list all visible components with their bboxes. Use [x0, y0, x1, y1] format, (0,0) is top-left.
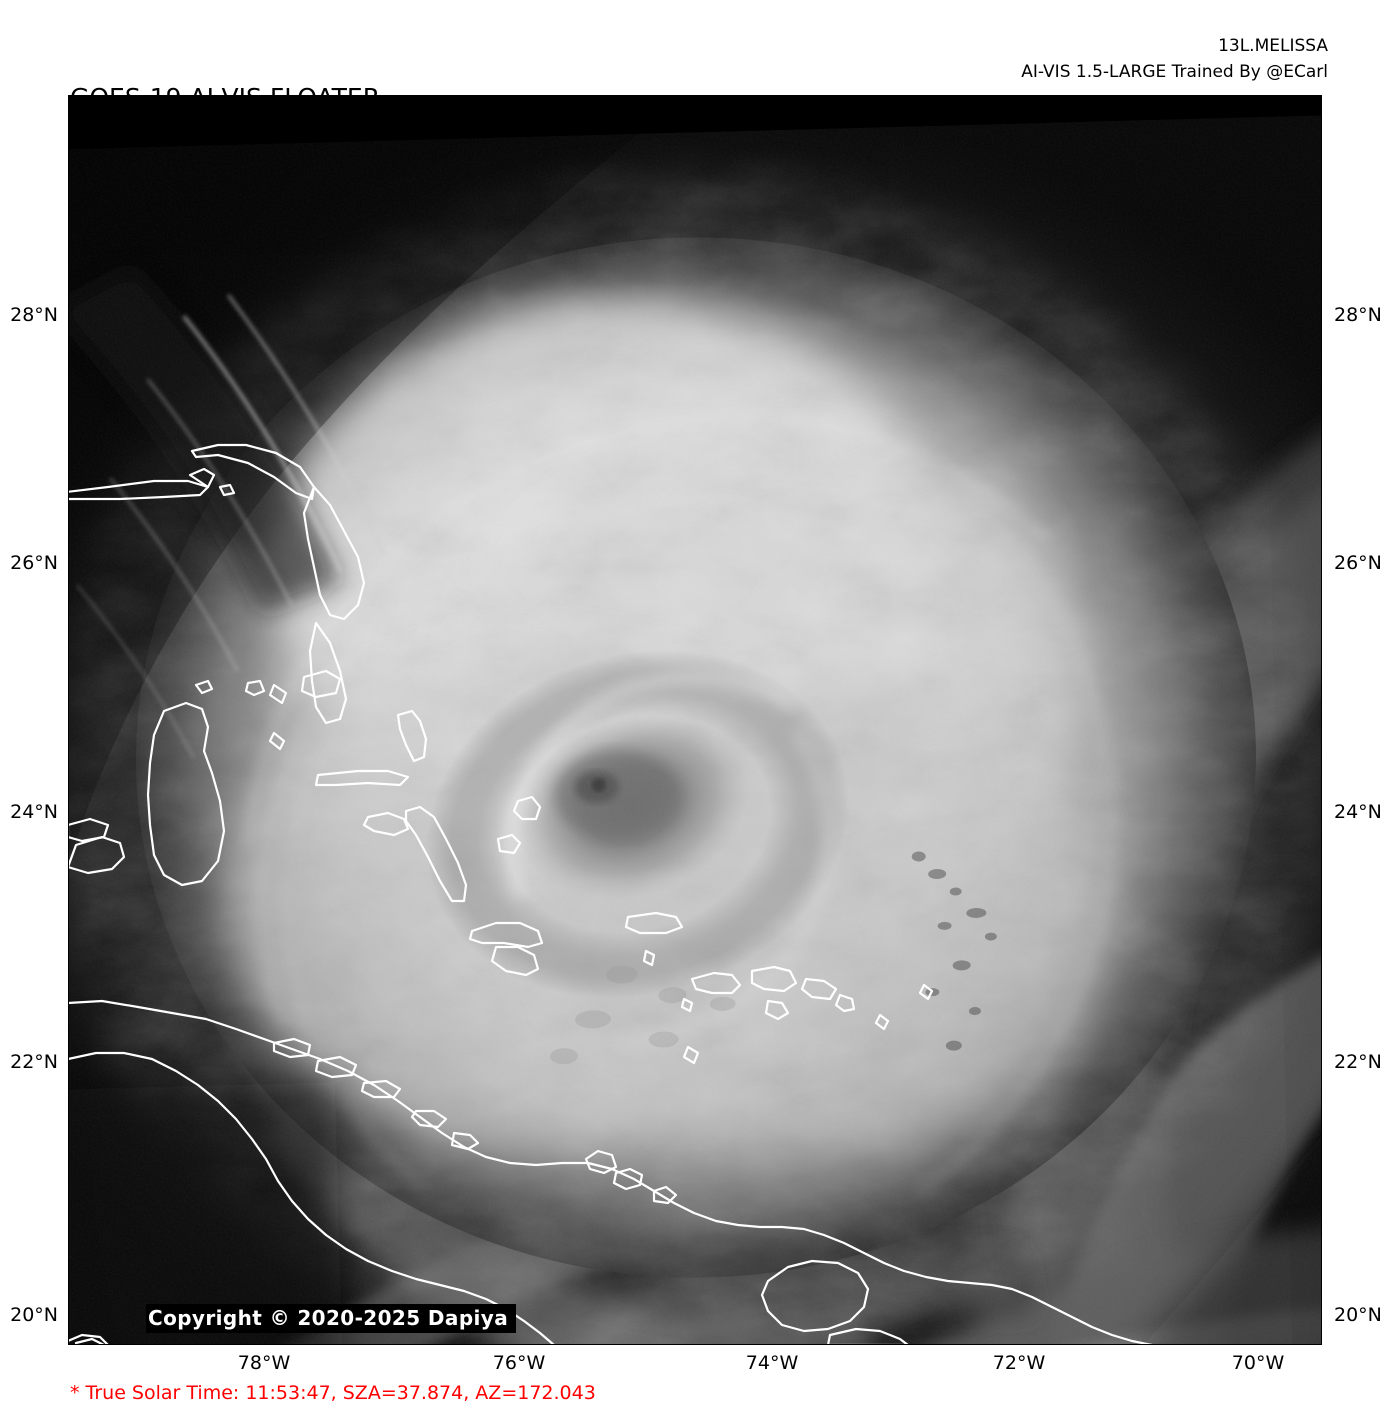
lat-tick-label-left-2: 24°N — [10, 801, 58, 823]
lat-tick-label-right-3: 22°N — [1334, 1051, 1382, 1073]
product-credit-label: AI-VIS 1.5-LARGE Trained By @ECarl — [1021, 61, 1328, 82]
lon-tick-label-2: 74°W — [745, 1352, 799, 1374]
satellite-imagery — [68, 112, 1322, 1345]
solar-info-label: * True Solar Time: 11:53:47, SZA=37.874,… — [70, 1382, 596, 1404]
lat-tick-label-right-0: 28°N — [1334, 304, 1382, 326]
lon-tick-label-4: 70°W — [1231, 1352, 1285, 1374]
lat-tick-label-right-4: 20°N — [1334, 1304, 1382, 1326]
coastline-overlay — [68, 443, 1154, 1345]
satellite-swath — [68, 112, 1322, 1345]
lat-tick-label-left-3: 22°N — [10, 1051, 58, 1073]
lat-tick-label-left-4: 20°N — [10, 1304, 58, 1326]
lon-tick-label-1: 76°W — [492, 1352, 546, 1374]
header-meta-block: 13L.MELISSA AI-VIS 1.5-LARGE Trained By … — [1021, 34, 1328, 85]
lon-tick-label-3: 72°W — [992, 1352, 1046, 1374]
storm-id-label: 13L.MELISSA — [1218, 36, 1328, 56]
lat-tick-label-left-1: 26°N — [10, 552, 58, 574]
satellite-image-panel: Copyright © 2020-2025 Dapiya — [68, 95, 1322, 1345]
lat-tick-label-right-1: 26°N — [1334, 552, 1382, 574]
lon-tick-label-0: 78°W — [237, 1352, 291, 1374]
lat-tick-label-right-2: 24°N — [1334, 801, 1382, 823]
copyright-label: Copyright © 2020-2025 Dapiya — [146, 1304, 517, 1333]
lat-tick-label-left-0: 28°N — [10, 304, 58, 326]
